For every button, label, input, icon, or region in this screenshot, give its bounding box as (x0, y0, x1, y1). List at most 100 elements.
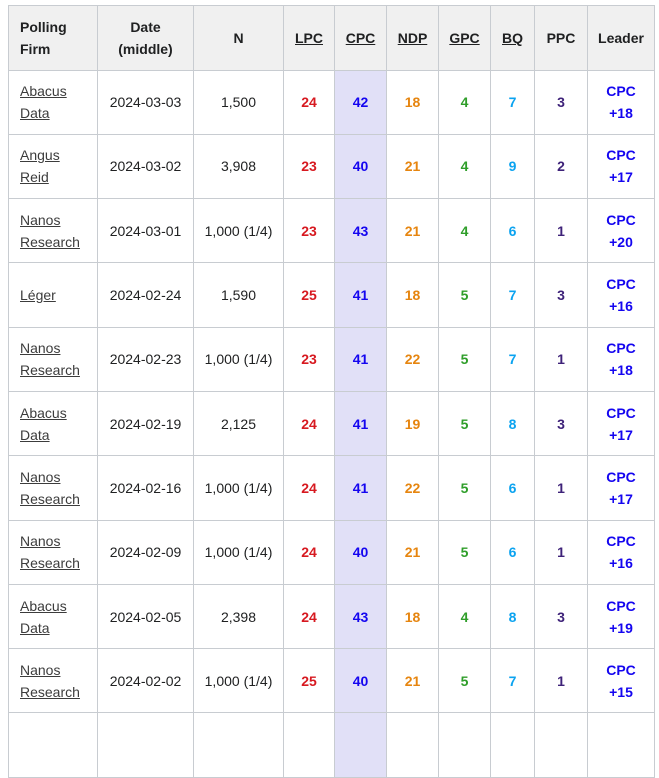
lpc-party-link[interactable]: LPC (295, 29, 323, 46)
column-header-gpc: GPC (438, 5, 491, 71)
cell-bq: 7 (490, 262, 535, 328)
cell-ndp: 21 (386, 519, 439, 585)
cell-bq: 9 (490, 133, 535, 200)
cell-n: 1,590 (193, 262, 284, 328)
cell-ppc: 1 (534, 455, 588, 521)
polling-firm-link[interactable]: Abacus Data (20, 597, 67, 636)
cell-firm: Nanos Research (8, 519, 98, 585)
cell-date: 2024-02-19 (97, 390, 194, 457)
cell-gpc: 5 (438, 648, 491, 714)
cell-lpc: 24 (283, 583, 335, 650)
polling-firm-link[interactable]: Angus Reid (20, 147, 60, 186)
cell-leader: CPC +19 (587, 583, 655, 650)
cell-ndp: 22 (386, 455, 439, 521)
column-label-date: Date (middle) (118, 18, 173, 57)
cell-firm: Angus Reid (8, 133, 98, 200)
column-label-leader: Leader (598, 29, 644, 46)
cell-ppc: 2 (534, 133, 588, 200)
cell-lpc: 24 (283, 519, 335, 585)
cell-date: 2024-02-02 (97, 648, 194, 714)
column-label-firm: Polling Firm (20, 18, 67, 57)
cell-ppc: 1 (534, 326, 588, 392)
cell-ndp: 22 (386, 326, 439, 392)
polling-firm-link[interactable]: Léger (20, 287, 56, 304)
cell-ppc: 1 (534, 198, 588, 264)
cpc-party-link[interactable]: CPC (345, 29, 376, 46)
cell-ndp: 18 (386, 583, 439, 650)
ndp-party-link[interactable]: NDP (397, 29, 428, 46)
cell-leader: CPC +20 (587, 198, 655, 264)
poll-row: Abacus Data 2024-02-19 2,125 24 41 19 5 8 3 CPC +… (8, 390, 655, 457)
column-header-bq: BQ (490, 5, 535, 71)
polling-firm-link[interactable]: Nanos Research (20, 340, 80, 379)
polling-firm-link[interactable]: Nanos Research (20, 211, 80, 250)
cell-gpc: 5 (438, 519, 491, 585)
cell-ppc: 3 (534, 262, 588, 328)
cell-leader: CPC +16 (587, 519, 655, 585)
cell-lpc: 24 (283, 455, 335, 521)
column-header-ppc: PPC (534, 5, 588, 71)
cell-bq: 6 (490, 519, 535, 585)
cell-cpc: 41 (334, 390, 387, 457)
bq-party-link[interactable]: BQ (502, 29, 523, 46)
cell-gpc: 4 (438, 198, 491, 264)
cell-n: 1,000 (1/4) (193, 519, 284, 585)
cell-n: 2,398 (193, 583, 284, 650)
cell-ndp: 19 (386, 390, 439, 457)
cell-date: 2024-02-24 (97, 262, 194, 328)
cell-date: 2024-03-02 (97, 133, 194, 200)
cell-cpc: 43 (334, 198, 387, 264)
cell-ppc (534, 712, 588, 778)
cell-cpc (334, 712, 387, 778)
cell-n: 2,125 (193, 390, 284, 457)
poll-row: Nanos Research 2024-02-09 1,000 (1/4) 24 40 2… (8, 519, 655, 585)
cell-gpc: 5 (438, 262, 491, 328)
cell-bq: 6 (490, 455, 535, 521)
cell-lpc: 24 (283, 390, 335, 457)
cell-ppc: 1 (534, 648, 588, 714)
poll-row: Nanos Research 2024-02-16 1,000 (1/4) 24 41 2… (8, 455, 655, 521)
cell-ppc: 1 (534, 519, 588, 585)
polling-firm-link[interactable]: Nanos Research (20, 533, 80, 572)
cell-leader: CPC +17 (587, 455, 655, 521)
cell-lpc: 25 (283, 262, 335, 328)
column-header-firm: Polling Firm (8, 5, 98, 71)
cell-firm: Nanos Research (8, 648, 98, 714)
column-header-leader: Leader (587, 5, 655, 71)
cell-bq: 7 (490, 326, 535, 392)
cell-ppc: 3 (534, 390, 588, 457)
cell-gpc: 4 (438, 69, 491, 135)
cell-date: 2024-02-23 (97, 326, 194, 392)
poll-row: Abacus Data 2024-02-05 2,398 24 43 18 4 8 3 CPC +… (8, 583, 655, 650)
cell-lpc (283, 712, 335, 778)
cell-firm: Léger (8, 262, 98, 328)
cell-n: 1,000 (1/4) (193, 648, 284, 714)
cell-bq: 7 (490, 69, 535, 135)
cell-n: 1,000 (1/4) (193, 326, 284, 392)
cell-date: 2024-03-01 (97, 198, 194, 264)
cell-gpc: 4 (438, 133, 491, 200)
cell-gpc (438, 712, 491, 778)
cell-lpc: 24 (283, 69, 335, 135)
cell-ndp: 18 (386, 262, 439, 328)
cell-leader: CPC +17 (587, 133, 655, 200)
column-header-ndp: NDP (386, 5, 439, 71)
polling-firm-link[interactable]: Abacus Data (20, 83, 67, 122)
cell-leader: CPC +15 (587, 648, 655, 714)
cell-n: 1,000 (1/4) (193, 455, 284, 521)
cell-cpc: 41 (334, 326, 387, 392)
cell-bq: 8 (490, 583, 535, 650)
cell-bq: 8 (490, 390, 535, 457)
poll-row: Nanos Research 2024-02-02 1,000 (1/4) 25 40 2… (8, 648, 655, 714)
cell-cpc: 42 (334, 69, 387, 135)
cell-lpc: 25 (283, 648, 335, 714)
cell-lpc: 23 (283, 133, 335, 200)
poll-row: Léger 2024-02-24 1,590 25 41 18 5 7 3 CPC +16 (8, 262, 655, 328)
polling-firm-link[interactable]: Abacus Data (20, 404, 67, 443)
cell-bq: 7 (490, 648, 535, 714)
gpc-party-link[interactable]: GPC (449, 29, 480, 46)
cell-date (97, 712, 194, 778)
polling-firm-link[interactable]: Nanos Research (20, 468, 80, 507)
cell-firm: Nanos Research (8, 455, 98, 521)
polling-firm-link[interactable]: Nanos Research (20, 661, 80, 700)
